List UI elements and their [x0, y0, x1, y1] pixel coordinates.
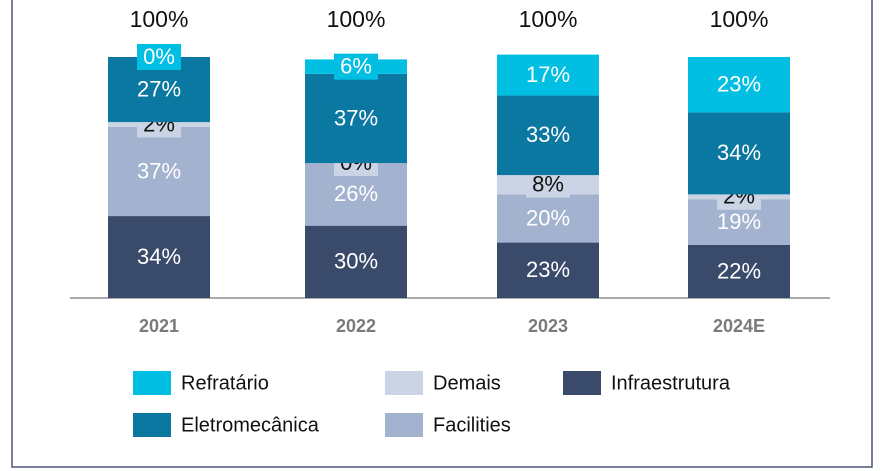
bar-segment	[688, 244, 790, 298]
data-label: 34%	[717, 140, 761, 165]
x-tick-label: 2022	[336, 316, 376, 336]
bar-segment	[497, 54, 599, 96]
data-label: 22%	[717, 258, 761, 283]
legend-label: Refratário	[181, 372, 269, 394]
frame	[11, 0, 873, 468]
data-label: 19%	[717, 209, 761, 234]
bar-segment	[497, 242, 599, 298]
x-tick-label: 2021	[139, 316, 179, 336]
label-box	[137, 44, 181, 70]
data-label: 37%	[137, 158, 181, 183]
data-label: 6%	[340, 53, 372, 78]
data-label: 30%	[334, 249, 378, 274]
data-label: 23%	[526, 257, 570, 282]
data-label: 17%	[526, 62, 570, 87]
label-box	[334, 53, 378, 80]
legend-label: Eletromecânica	[181, 414, 320, 436]
bar-segment	[108, 126, 210, 217]
legend-label: Infraestrutura	[611, 372, 731, 394]
legend-swatch	[133, 413, 171, 437]
bar-segment	[688, 57, 790, 113]
x-tick-label: 2023	[528, 316, 568, 336]
data-label: 8%	[532, 172, 564, 197]
x-tick-label: 2024E	[713, 316, 765, 336]
data-label: 26%	[334, 181, 378, 206]
data-label: 33%	[526, 122, 570, 147]
legend-swatch	[385, 413, 423, 437]
bar-segment	[305, 73, 407, 164]
total-label: 100%	[710, 6, 769, 32]
data-label: 27%	[137, 76, 181, 101]
legend-swatch	[563, 371, 601, 395]
total-label: 100%	[130, 6, 189, 32]
data-label: 23%	[717, 72, 761, 97]
bar-segment	[688, 112, 790, 195]
data-label: 34%	[137, 244, 181, 269]
total-label: 100%	[519, 6, 578, 32]
legend-label: Facilities	[433, 414, 511, 436]
bar-segment	[497, 95, 599, 176]
data-label: 37%	[334, 105, 378, 130]
data-label: 20%	[526, 205, 570, 230]
bar-segment	[497, 194, 599, 243]
legend-swatch	[133, 371, 171, 395]
bar-segment	[305, 225, 407, 298]
legend-label: Demais	[433, 372, 501, 394]
bar-segment	[108, 216, 210, 298]
data-label: 0%	[143, 44, 175, 69]
legend-swatch	[385, 371, 423, 395]
total-label: 100%	[327, 6, 386, 32]
label-box	[526, 171, 570, 198]
